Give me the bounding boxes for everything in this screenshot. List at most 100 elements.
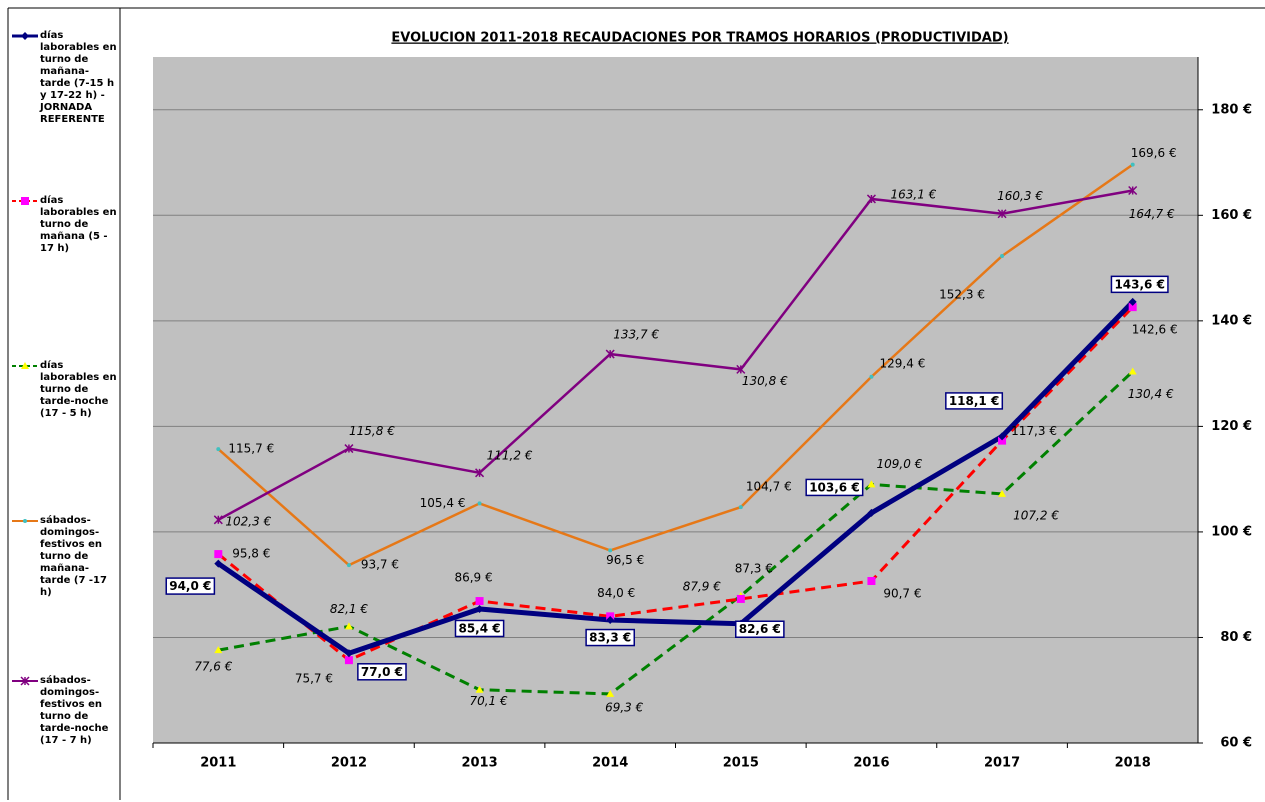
marker — [998, 436, 1007, 445]
value-label: 163,1 € — [891, 187, 937, 201]
value-label: 117,3 € — [1011, 424, 1057, 438]
marker — [1000, 253, 1005, 258]
marker — [1128, 297, 1137, 306]
value-label: 86,9 € — [454, 571, 492, 585]
value-label: 169,6 € — [1131, 146, 1177, 160]
y-tick-label: 100 € — [1211, 524, 1252, 539]
marker — [867, 576, 876, 585]
y-tick-label: 80 € — [1220, 630, 1252, 645]
label-box — [585, 628, 636, 647]
label-box — [357, 663, 407, 681]
y-tick-label: 140 € — [1211, 313, 1252, 328]
x-tick-label: 2018 — [1115, 756, 1151, 771]
legend-label: sábados-domingos-festivos en turno de ma… — [40, 515, 107, 598]
marker — [998, 489, 1007, 497]
series-line — [216, 300, 1135, 657]
marker — [1128, 367, 1137, 375]
marker — [23, 519, 27, 523]
marker — [1128, 185, 1138, 196]
marker — [606, 689, 615, 697]
label-box — [734, 620, 785, 638]
marker — [475, 468, 485, 478]
marker — [869, 374, 874, 379]
marker — [997, 209, 1007, 219]
marker — [1130, 162, 1135, 167]
x-tick-label: 2016 — [853, 756, 889, 771]
marker — [21, 362, 29, 369]
x-tick-label: 2015 — [723, 756, 759, 771]
y-tick-label: 160 € — [1211, 208, 1252, 223]
marker — [346, 563, 351, 568]
value-label: 85,4 € — [458, 621, 500, 635]
series-line — [218, 370, 1134, 696]
value-label: 82,1 € — [330, 602, 369, 616]
marker — [214, 646, 223, 654]
series-line — [217, 163, 1134, 567]
marker — [475, 685, 484, 693]
marker — [344, 444, 354, 454]
marker — [213, 515, 223, 525]
plot-area — [153, 57, 1198, 743]
value-label: 82,6 € — [739, 622, 781, 636]
value-label: 130,8 € — [742, 374, 788, 388]
value-label: 115,7 € — [228, 442, 274, 456]
marker — [998, 432, 1007, 441]
value-label: 111,2 € — [487, 448, 533, 462]
value-label: 143,6 € — [1114, 277, 1164, 291]
marker — [475, 604, 484, 613]
label-box — [165, 577, 216, 595]
x-tick-label: 2014 — [592, 756, 628, 771]
value-label: 75,7 € — [295, 672, 333, 686]
value-label: 69,3 € — [605, 700, 644, 714]
value-label: 95,8 € — [232, 547, 270, 561]
x-tick-label: 2013 — [461, 756, 497, 771]
marker — [738, 505, 743, 510]
value-label: 102,3 € — [225, 514, 271, 528]
marker — [867, 480, 876, 488]
value-label: 142,6 € — [1132, 323, 1178, 337]
value-label: 107,2 € — [1013, 508, 1059, 522]
value-label: 77,6 € — [194, 660, 233, 674]
marker — [214, 550, 223, 559]
marker — [344, 622, 353, 630]
value-label: 87,9 € — [683, 579, 722, 593]
value-label: 93,7 € — [361, 558, 399, 572]
value-label: 129,4 € — [880, 356, 926, 370]
value-label: 70,1 € — [469, 694, 508, 708]
label-box — [454, 619, 505, 638]
marker — [867, 508, 876, 517]
marker — [21, 197, 29, 205]
y-tick-label: 180 € — [1211, 102, 1252, 117]
marker — [216, 447, 221, 452]
value-label: 90,7 € — [883, 586, 921, 600]
value-label: 115,8 € — [349, 424, 395, 438]
value-label: 133,7 € — [613, 328, 659, 342]
legend-label: días laborables en turno de mañana-tarde… — [40, 30, 117, 125]
x-tick-label: 2012 — [331, 756, 367, 771]
marker — [866, 194, 876, 204]
label-box — [945, 392, 1004, 410]
label-box — [805, 478, 864, 497]
value-label: 94,0 € — [169, 579, 211, 593]
legend-label: días laborables en turno de mañana (5 - … — [40, 195, 117, 254]
value-label: 104,7 € — [746, 480, 792, 494]
value-label: 130,4 € — [1128, 387, 1174, 401]
label-box — [1110, 275, 1169, 294]
marker — [1128, 303, 1137, 312]
marker — [344, 656, 353, 665]
marker — [477, 501, 482, 506]
value-label: 152,3 € — [939, 287, 985, 301]
marker — [606, 616, 615, 625]
marker — [475, 597, 484, 606]
value-label: 118,1 € — [949, 394, 999, 408]
marker — [21, 32, 29, 40]
value-label: 83,3 € — [589, 631, 631, 645]
marker — [736, 364, 746, 374]
value-label: 105,4 € — [420, 496, 466, 510]
marker — [344, 649, 353, 658]
value-label: 160,3 € — [997, 189, 1043, 203]
y-tick-label: 120 € — [1211, 419, 1252, 434]
value-label: 77,0 € — [361, 665, 403, 679]
